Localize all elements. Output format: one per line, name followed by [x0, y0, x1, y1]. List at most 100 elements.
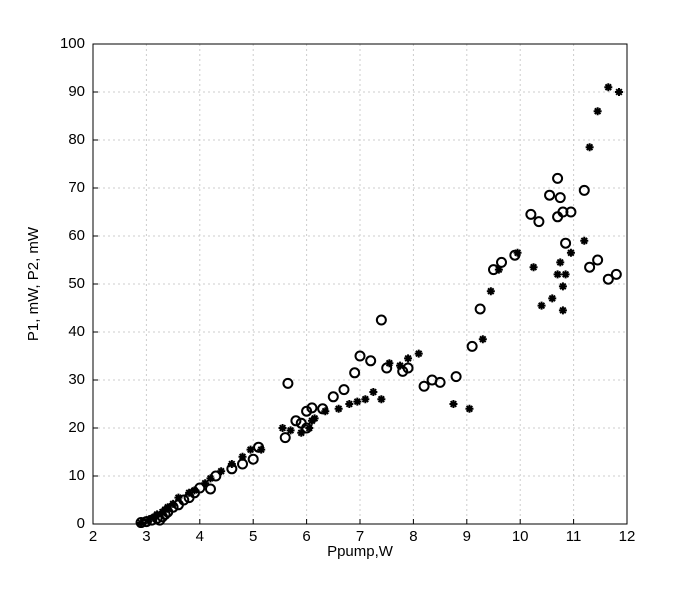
data-point	[327, 391, 339, 403]
data-point	[290, 415, 302, 427]
x-tick-label: 9	[463, 528, 471, 545]
data-point	[513, 248, 522, 257]
data-point	[338, 384, 350, 396]
x-tick-label: 5	[249, 528, 257, 545]
data-point	[310, 414, 319, 423]
y-tick-label: 10	[68, 467, 85, 484]
data-point	[282, 377, 294, 389]
data-point	[494, 265, 503, 274]
data-point	[305, 424, 314, 432]
data-point	[449, 400, 458, 408]
data-point	[558, 282, 567, 291]
data-point	[552, 172, 564, 184]
data-point	[153, 510, 162, 519]
data-point	[174, 493, 183, 502]
y-tick-label: 50	[68, 275, 85, 292]
data-point	[345, 400, 354, 408]
data-point	[247, 453, 259, 465]
x-axis-label: Ppump,W	[327, 543, 394, 560]
data-point	[544, 189, 556, 201]
data-point	[478, 335, 487, 344]
data-point	[135, 517, 147, 529]
data-point	[279, 432, 291, 444]
data-point	[377, 395, 386, 404]
data-point	[137, 519, 146, 528]
data-point	[593, 107, 602, 116]
data-point	[206, 474, 215, 483]
data-point	[204, 483, 216, 495]
data-point	[554, 192, 566, 204]
data-point	[610, 268, 622, 280]
data-point	[434, 376, 446, 388]
data-point	[145, 515, 154, 524]
data-point	[592, 254, 604, 266]
data-point	[553, 270, 562, 279]
y-tick-label: 40	[68, 323, 85, 340]
data-point	[537, 301, 546, 310]
x-tick-label: 11	[566, 528, 582, 545]
y-tick-label: 100	[60, 35, 85, 52]
data-point	[604, 83, 613, 92]
data-point	[201, 479, 210, 488]
y-tick-label: 70	[68, 179, 85, 196]
data-point	[306, 402, 318, 414]
y-tick-label: 60	[68, 227, 85, 244]
data-point	[297, 428, 306, 437]
x-tick-label: 2	[89, 528, 97, 545]
data-point	[321, 407, 330, 416]
data-point	[585, 143, 594, 152]
data-point	[450, 371, 462, 383]
data-point	[369, 388, 378, 396]
data-point	[385, 359, 394, 368]
data-point	[533, 216, 545, 228]
data-point	[349, 367, 361, 379]
data-point	[185, 488, 194, 497]
data-point	[414, 349, 423, 358]
y-axis-label: P1, mW, P2, mW	[25, 226, 42, 341]
data-point	[578, 184, 590, 196]
x-tick-label: 6	[302, 528, 310, 545]
data-point	[353, 397, 362, 406]
data-point	[365, 355, 377, 367]
data-point	[257, 445, 266, 454]
data-point	[465, 404, 474, 413]
x-tick-label: 7	[356, 528, 364, 545]
x-tick-label: 8	[409, 528, 417, 545]
data-point	[375, 314, 387, 326]
data-point	[227, 460, 236, 468]
data-point	[486, 287, 495, 296]
data-point	[169, 499, 178, 508]
data-point	[466, 340, 478, 352]
data-point	[474, 303, 486, 315]
x-tick-label: 10	[512, 528, 529, 545]
data-point	[334, 404, 343, 413]
data-point	[396, 361, 405, 370]
data-point	[163, 503, 172, 512]
data-point	[614, 88, 623, 96]
data-point	[354, 350, 366, 362]
y-tick-label: 20	[68, 419, 85, 436]
data-point	[190, 486, 199, 495]
y-tick-label: 30	[68, 371, 85, 388]
data-point	[566, 248, 575, 257]
y-tick-label: 80	[68, 131, 85, 148]
data-point	[246, 445, 255, 454]
data-point	[278, 424, 287, 432]
y-tick-label: 0	[77, 515, 85, 532]
data-point	[238, 452, 247, 461]
data-point	[286, 426, 295, 435]
data-point	[361, 395, 370, 404]
x-tick-label: 4	[196, 528, 204, 545]
data-point	[580, 236, 589, 245]
data-point	[560, 237, 572, 249]
data-point	[548, 294, 557, 303]
data-point	[404, 354, 413, 363]
data-point	[556, 258, 565, 267]
data-point	[584, 261, 596, 273]
data-point	[237, 458, 249, 470]
data-point	[217, 467, 226, 476]
data-point	[525, 208, 537, 220]
y-tick-label: 90	[68, 83, 85, 100]
x-tick-label: 12	[619, 528, 636, 545]
